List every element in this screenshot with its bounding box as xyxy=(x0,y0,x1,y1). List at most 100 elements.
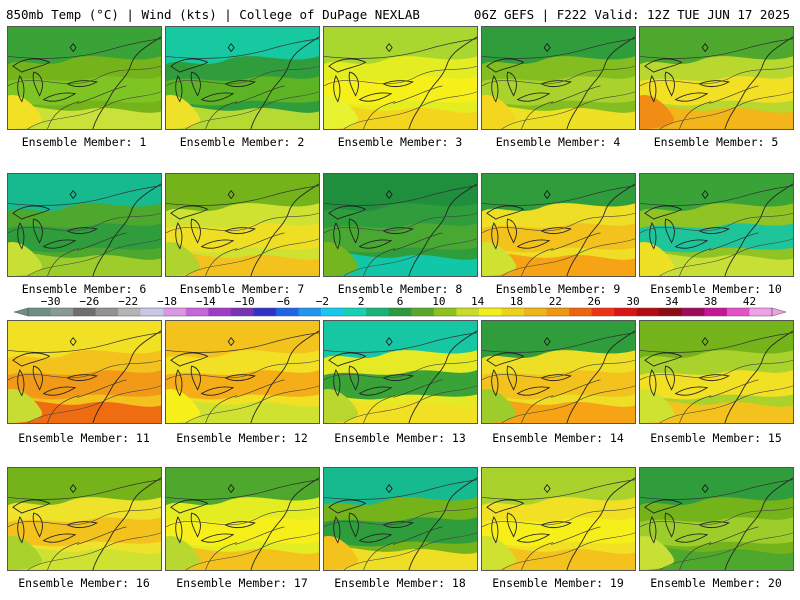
temperature-field xyxy=(482,174,635,212)
contour-line xyxy=(185,91,319,129)
state-border xyxy=(521,85,601,129)
member-label: Ensemble Member: 17 xyxy=(176,576,308,590)
colorbar-segment xyxy=(501,308,525,316)
state-border xyxy=(205,379,285,423)
ensemble-member-map[interactable] xyxy=(639,173,794,277)
great-lake-outline xyxy=(175,222,183,250)
colorbar-tick-label: −2 xyxy=(316,295,329,308)
great-lake-outline xyxy=(382,374,414,382)
great-lake-outline xyxy=(175,75,183,103)
ensemble-member-map[interactable] xyxy=(481,26,636,130)
contour-line xyxy=(482,65,635,87)
station-marker-icon xyxy=(385,190,393,200)
colorbar-tick-label: 26 xyxy=(588,295,601,308)
ensemble-member-map[interactable] xyxy=(481,320,636,424)
ensemble-member-map[interactable] xyxy=(7,467,162,571)
temperature-field xyxy=(482,321,635,359)
state-border xyxy=(363,526,443,570)
temperature-field xyxy=(8,174,161,212)
colorbar-segment xyxy=(704,308,728,316)
ensemble-member-map[interactable] xyxy=(639,320,794,424)
great-lake-outline xyxy=(644,499,683,514)
great-lake-outline xyxy=(42,239,77,249)
great-lake-outline xyxy=(224,374,256,382)
great-lake-outline xyxy=(190,218,201,244)
coastline xyxy=(250,330,319,423)
great-lake-outline xyxy=(516,386,551,396)
great-lake-outline xyxy=(333,222,341,250)
ensemble-member-map[interactable] xyxy=(323,173,478,277)
ensemble-member-map[interactable] xyxy=(639,467,794,571)
temperature-field xyxy=(640,546,793,570)
station-marker-icon xyxy=(227,337,235,347)
state-border xyxy=(363,85,443,129)
great-lake-outline xyxy=(649,75,657,103)
great-lake-outline xyxy=(224,227,256,235)
coastline xyxy=(408,36,477,129)
great-lake-outline xyxy=(649,516,657,544)
border-line xyxy=(640,38,793,59)
ensemble-member-map[interactable] xyxy=(481,467,636,571)
colorbar-segment xyxy=(118,308,142,316)
great-lake-outline xyxy=(200,92,235,102)
colorbar-segment xyxy=(253,308,277,316)
contour-line xyxy=(659,532,793,570)
colorbar-tick-label: −26 xyxy=(79,295,99,308)
contour-line xyxy=(185,532,319,570)
ensemble-member-map[interactable] xyxy=(323,320,478,424)
great-lake-outline xyxy=(486,58,525,73)
ensemble-member-map[interactable] xyxy=(165,173,320,277)
temperature-field xyxy=(640,535,675,570)
colorbar-segment xyxy=(546,308,570,316)
colorbar-tick-label: −6 xyxy=(277,295,290,308)
contour-line xyxy=(8,65,161,87)
great-lake-outline xyxy=(674,239,709,249)
contour-line xyxy=(343,385,477,423)
colorbar-segment xyxy=(411,308,435,316)
ensemble-member-map[interactable] xyxy=(7,320,162,424)
ensemble-member-map[interactable] xyxy=(323,467,478,571)
border-line xyxy=(482,332,635,353)
contour-line xyxy=(343,238,477,276)
contour-line xyxy=(185,385,319,423)
temperature-field xyxy=(482,252,635,276)
great-lake-outline xyxy=(42,386,77,396)
great-lake-outline xyxy=(328,205,367,220)
border-line xyxy=(8,185,161,206)
coastline xyxy=(566,477,635,570)
ensemble-member-map[interactable] xyxy=(7,173,162,277)
colorbar-segment xyxy=(321,308,344,316)
station-marker-icon xyxy=(701,484,709,494)
temperature-field xyxy=(640,241,675,276)
ensemble-member-map[interactable] xyxy=(165,467,320,571)
great-lake-outline xyxy=(328,352,367,367)
ensemble-member-map[interactable] xyxy=(165,320,320,424)
ensemble-member-map[interactable] xyxy=(7,26,162,130)
great-lake-outline xyxy=(358,239,393,249)
ensemble-member-map[interactable] xyxy=(165,26,320,130)
member-label: Ensemble Member: 13 xyxy=(334,431,466,445)
colorbar-min-arrow xyxy=(14,307,29,317)
great-lake-outline xyxy=(17,516,25,544)
ensemble-member-map[interactable] xyxy=(481,173,636,277)
great-lake-outline xyxy=(382,80,414,88)
state-border xyxy=(47,526,127,570)
temperature-field xyxy=(8,241,43,276)
station-marker-icon xyxy=(543,337,551,347)
temperature-field xyxy=(166,535,201,570)
model-run-info: 06Z GEFS | F222 Valid: 12Z TUE JUN 17 20… xyxy=(473,7,790,22)
contour-line xyxy=(659,238,793,276)
great-lake-outline xyxy=(348,71,359,97)
great-lake-outline xyxy=(540,80,572,88)
state-border xyxy=(521,379,601,423)
station-marker-icon xyxy=(543,484,551,494)
temperature-field xyxy=(324,241,359,276)
temperature-field xyxy=(482,399,635,423)
colorbar-segment xyxy=(388,308,412,316)
colorbar-segment xyxy=(95,308,119,316)
member-label: Ensemble Member: 7 xyxy=(179,282,305,296)
ensemble-member-map[interactable] xyxy=(639,26,794,130)
ensemble-member-map[interactable] xyxy=(323,26,478,130)
great-lake-outline xyxy=(17,75,25,103)
great-lake-outline xyxy=(698,227,730,235)
